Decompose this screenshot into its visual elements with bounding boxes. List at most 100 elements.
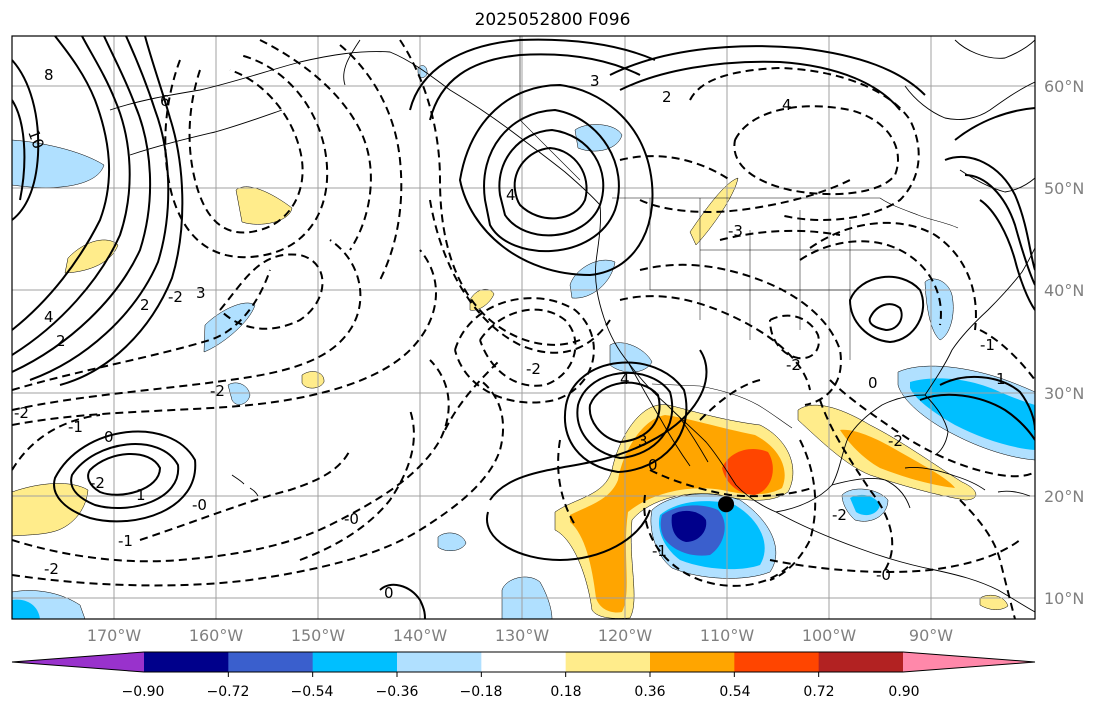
contour-nw-e xyxy=(59,36,184,386)
dcontour-37 xyxy=(12,414,101,471)
coast-hispaniola xyxy=(997,490,1031,497)
colorbar-tick-label: 0.72 xyxy=(803,684,835,700)
shade-blue-2 xyxy=(227,382,251,405)
contour-label: 0 xyxy=(384,584,394,602)
contour-label: -0 xyxy=(344,510,359,528)
contour-canada-b xyxy=(609,45,926,96)
contour-low-a xyxy=(87,453,162,496)
contour-gulf-alaska-d xyxy=(458,83,654,277)
colorbar-tick-label: 0.18 xyxy=(550,684,582,700)
lon-label-170w: 170°W xyxy=(86,626,142,645)
coast-florida xyxy=(924,394,949,456)
dcontour-3 xyxy=(12,249,437,426)
coast-cuba xyxy=(904,467,986,491)
contour-label: 4 xyxy=(782,96,792,114)
colorbar-extend-max xyxy=(903,652,1035,672)
contour-nw-f xyxy=(12,99,26,201)
contour-label: 4 xyxy=(506,186,516,204)
dcontour-28 xyxy=(769,439,817,581)
contour-label: 2 xyxy=(662,88,672,106)
contour-gulf-alaska-c xyxy=(483,108,620,253)
contour-nw-g xyxy=(12,59,40,221)
colorbar-tick-label: −0.72 xyxy=(206,684,250,700)
lat-label-30n: 30°N xyxy=(1044,384,1085,403)
contour-south-a xyxy=(379,583,426,619)
dcontour-10 xyxy=(164,54,329,259)
contour-label: -1 xyxy=(980,336,995,354)
lon-label-140w: 140°W xyxy=(392,626,448,645)
lon-label-110w: 110°W xyxy=(699,626,755,645)
colorbar-tick-label: −0.18 xyxy=(459,684,503,700)
dcontour-26 xyxy=(829,379,1035,478)
contour-label-layer: 8 10 6 4 2 3 -2 2 4 3 4 -3 2 -2 -2 -2 -1… xyxy=(14,66,1006,602)
coast-hudson xyxy=(904,81,1035,121)
dcontour-36 xyxy=(557,439,576,526)
coast-baja xyxy=(627,361,691,467)
dcontour-24 xyxy=(799,240,942,326)
contour-gulf-alaska-e xyxy=(429,53,641,121)
map-content: 8 10 6 4 2 3 -2 2 4 3 4 -3 2 -2 -2 -2 -1… xyxy=(12,36,1035,619)
contour-label: -1 xyxy=(652,542,667,560)
dcontour-1 xyxy=(12,269,271,391)
colorbar-bin xyxy=(228,652,314,672)
coast-bering-east xyxy=(343,39,361,86)
shade-atl-light2 xyxy=(924,278,954,341)
dcontour-33 xyxy=(649,469,813,498)
contour-east-b xyxy=(868,303,903,332)
dcontour-35 xyxy=(699,379,761,421)
contour-label: 3 xyxy=(590,72,600,90)
contour-cutoff-e xyxy=(485,509,651,562)
dcontour-22 xyxy=(619,295,811,391)
lon-label-130w: 130°W xyxy=(494,626,550,645)
contours-solid xyxy=(12,36,1035,619)
coast-mexico-gulf xyxy=(775,394,926,513)
contour-east-c xyxy=(954,107,1035,141)
dcontour-2 xyxy=(12,239,362,411)
lat-label-10n: 10°N xyxy=(1044,589,1085,608)
coast-gulf-california xyxy=(679,417,709,463)
contour-label: -2 xyxy=(168,288,183,306)
contours-dashed xyxy=(12,39,1035,619)
contour-canada-a xyxy=(619,60,901,111)
dcontour-12 xyxy=(339,44,403,281)
colorbar-extend-min xyxy=(12,652,144,672)
colorbar-tick-label: 0.90 xyxy=(888,684,920,700)
lat-label-60n: 60°N xyxy=(1044,77,1085,96)
colorbar-tick-label: −0.36 xyxy=(375,684,419,700)
contour-label: 0 xyxy=(648,456,658,474)
shade-yellow-3 xyxy=(12,483,89,537)
contour-cutoff-d xyxy=(489,349,708,501)
shade-blue-8 xyxy=(569,260,616,299)
contour-east-h xyxy=(919,393,1035,441)
shade-blue-1 xyxy=(203,302,256,353)
contour-label: -0 xyxy=(876,566,891,584)
map-frame xyxy=(11,35,1036,620)
contour-east-d xyxy=(944,155,1035,271)
colorbar-tick-label: −0.90 xyxy=(121,684,165,700)
contour-label: 2 xyxy=(56,332,66,350)
anomaly-shading xyxy=(12,65,1035,619)
lat-label-50n: 50°N xyxy=(1044,179,1085,198)
shade-ca-yellow xyxy=(979,595,1009,610)
map-background xyxy=(12,36,1035,619)
lat-label-40n: 40°N xyxy=(1044,281,1085,300)
contour-label: -1 xyxy=(118,532,133,550)
lon-label-120w: 120°W xyxy=(597,626,653,645)
contour-label: 4 xyxy=(44,308,54,326)
contour-label: -0 xyxy=(192,496,207,514)
dcontour-4 xyxy=(219,253,324,330)
contour-east-a xyxy=(848,275,925,344)
contour-low-b xyxy=(70,443,180,509)
dcontour-31 xyxy=(639,179,851,213)
contour-label: -2 xyxy=(832,506,847,524)
lon-label-90w: 90°W xyxy=(908,626,954,645)
colorbar-tick-label: 0.54 xyxy=(719,684,751,700)
contour-label: -1 xyxy=(68,418,83,436)
dcontour-9 xyxy=(188,69,304,234)
lon-label-160w: 160°W xyxy=(188,626,244,645)
contour-nw-a xyxy=(12,36,111,331)
contour-gulf-alaska-b xyxy=(498,128,605,237)
contour-cutoff-a xyxy=(588,381,661,444)
colorbar-bin xyxy=(312,652,398,672)
contour-label: -2 xyxy=(526,360,541,378)
